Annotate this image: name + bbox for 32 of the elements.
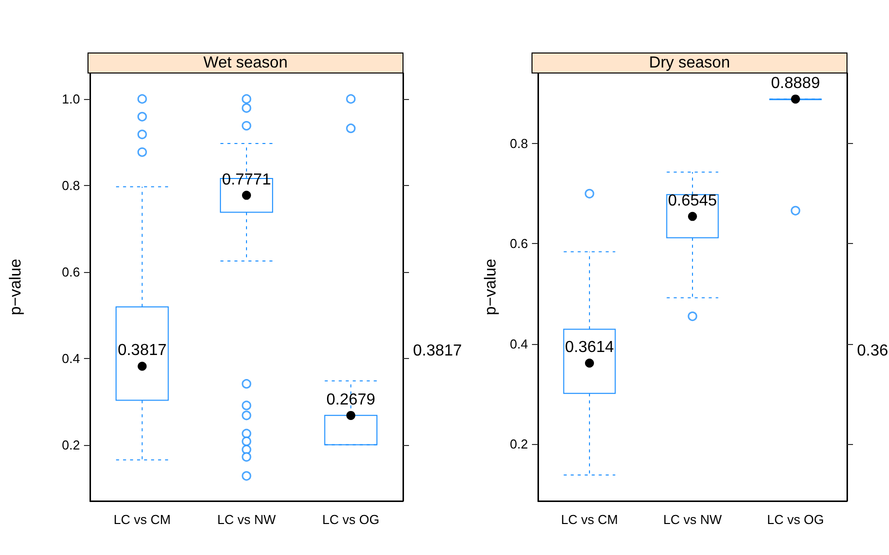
data-label: 0.6545	[668, 192, 718, 210]
y-tick-label: 0.6	[510, 236, 528, 252]
data-label: 0.2679	[326, 391, 376, 408]
point	[138, 362, 147, 371]
point	[346, 410, 356, 420]
point	[688, 212, 697, 221]
y-tick-label: 0.2	[62, 437, 80, 452]
y-axis-title: p−value	[482, 258, 500, 316]
y-tick-label: 1.0	[62, 91, 80, 106]
chart-title: Wet season	[203, 54, 288, 72]
point	[242, 190, 251, 200]
text: 0.36	[857, 342, 888, 360]
x-tick-label: LC vs CM	[560, 512, 618, 527]
y-tick-label: 0.8	[510, 136, 528, 152]
x-tick-label: LC vs OG	[322, 512, 380, 527]
x-tick-label: LC vs NW	[663, 512, 722, 527]
y-axis-title: p−value	[8, 258, 24, 316]
x-tick-label: LC vs OG	[766, 512, 824, 527]
point	[791, 94, 800, 104]
y-tick-label: 0.6	[62, 264, 80, 280]
y-tick-label: 0.4	[510, 336, 528, 352]
chart-title: Dry season	[649, 54, 730, 72]
data-label: 0.8889	[771, 75, 820, 92]
y-tick-label: 0.2	[510, 436, 528, 452]
point	[584, 358, 594, 368]
y-tick-label: 0.4	[62, 350, 80, 366]
text: 0.3817	[413, 342, 462, 360]
x-tick-label: LC vs CM	[114, 512, 171, 527]
x-tick-label: LC vs NW	[217, 512, 276, 527]
y-tick-label: 0.8	[62, 178, 80, 193]
data-label: 0.3817	[118, 342, 167, 360]
data-label: 0.3614	[565, 339, 614, 356]
